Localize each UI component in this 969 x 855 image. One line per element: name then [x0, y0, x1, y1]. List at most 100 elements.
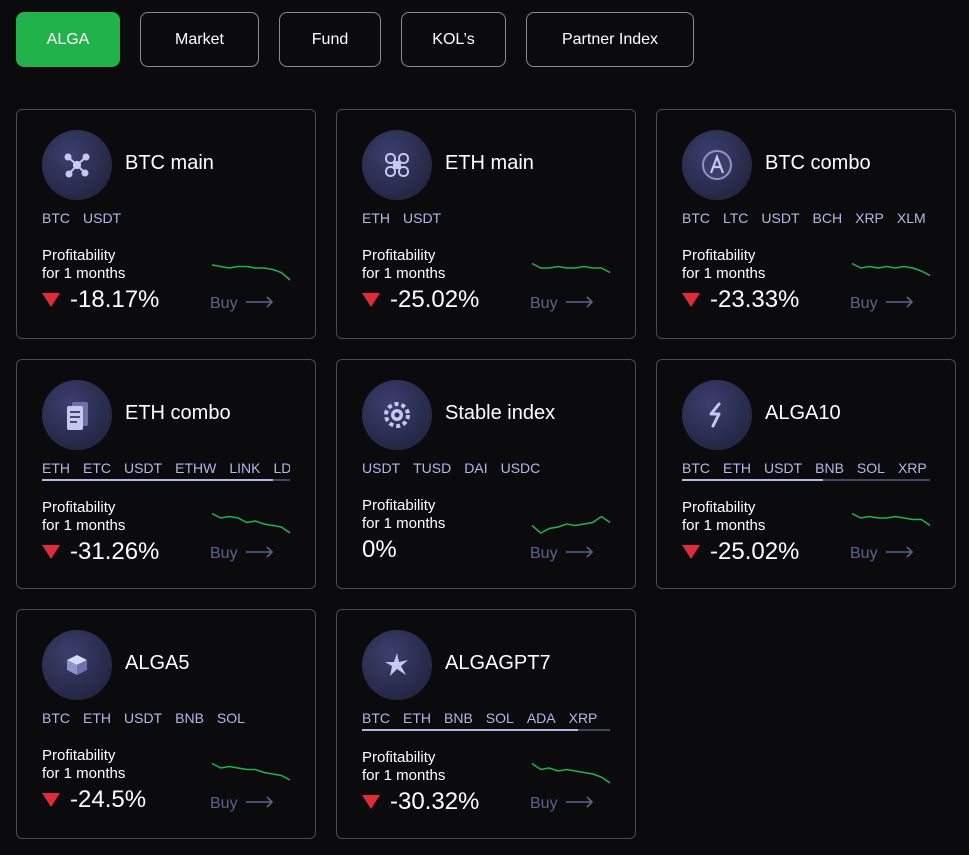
profitability-label-line2: for 1 months — [42, 265, 126, 282]
coin-tag: BTC — [362, 710, 390, 726]
coin-tag: ETC — [83, 460, 111, 476]
coin-tag: XLM — [896, 210, 926, 226]
coin-list: BTC ETH USDT BNB SOL — [42, 710, 290, 728]
scrollbar-thumb[interactable] — [682, 479, 824, 481]
index-card[interactable]: BTC main BTC USDT Profitability for 1 months… — [16, 109, 316, 339]
coin-list: BTCETHBNBSOLADAXRPDOT — [362, 710, 610, 732]
coin-tag: ETH — [83, 710, 111, 726]
card-title: ALGA5 — [125, 652, 190, 674]
sparkline-path — [211, 512, 291, 534]
coin-list: ETH USDT — [362, 210, 610, 228]
buy-button[interactable]: Buy — [210, 795, 274, 813]
coin-tag: BTC — [42, 210, 70, 226]
scrollbar-thumb[interactable] — [42, 479, 273, 481]
arrow-right-icon — [565, 795, 594, 813]
card-title: BTC main — [125, 152, 214, 174]
profit-value: -23.33% — [682, 286, 799, 314]
sparkline — [531, 762, 611, 784]
profitability-label-line1: Profitability — [362, 247, 436, 264]
down-triangle-icon — [42, 793, 60, 807]
coin-tag: USDT — [403, 210, 442, 226]
cube-icon — [42, 630, 112, 700]
coin-tag: SOL — [216, 710, 245, 726]
coin-tag: BNB — [175, 710, 204, 726]
index-card-grid: BTC main BTC USDT Profitability for 1 months… — [16, 109, 956, 839]
coin-tag: LTC — [723, 210, 749, 226]
index-card[interactable]: BTC combo BTC LTC USDT BCH XRP XLM Profitabilit… — [656, 109, 956, 339]
down-triangle-icon — [362, 795, 380, 809]
profit-value: 0% — [362, 536, 397, 564]
index-card[interactable]: ALGAGPT7BTCETHBNBSOLADAXRPDOTProfitabili… — [336, 609, 636, 839]
buy-button[interactable]: Buy — [530, 295, 594, 313]
coin-tag: BTC — [682, 460, 710, 476]
buy-button[interactable]: Buy — [850, 295, 914, 313]
profit-percent: 0% — [362, 536, 397, 563]
profitability-label-line1: Profitability — [362, 749, 436, 766]
sparkline — [851, 262, 931, 277]
buy-button[interactable]: Buy — [530, 795, 594, 813]
sparkline-path — [211, 762, 291, 781]
buy-button[interactable]: Buy — [850, 545, 914, 563]
coin-tag: TUSD — [413, 460, 452, 476]
buy-button[interactable]: Buy — [210, 295, 274, 313]
profitability-label-line1: Profitability — [42, 247, 116, 264]
coin-tag: BNB — [444, 710, 473, 726]
profit-value: -18.17% — [42, 286, 159, 314]
gear-icon — [362, 380, 432, 450]
sparkline — [211, 762, 291, 781]
tab-alga[interactable]: ALGA — [16, 12, 120, 67]
buy-button[interactable]: Buy — [530, 545, 594, 563]
profitability-label-line2: for 1 months — [42, 517, 126, 534]
coin-list: ETH ETC USDT ETHW LINK LDO — [42, 460, 290, 482]
profitability-label: Profitability for 1 months — [42, 247, 125, 283]
arrow-right-icon — [565, 295, 594, 313]
coin-list: BTC USDT — [42, 210, 290, 228]
coin-list-scrollbar[interactable] — [362, 729, 610, 731]
buy-label: Buy — [210, 545, 238, 562]
tab-partner-index[interactable]: Partner Index — [526, 12, 694, 67]
document-stack-icon — [42, 380, 112, 450]
sparkline-path — [851, 262, 931, 277]
profitability-label: Profitability for 1 months — [682, 247, 765, 283]
profitability-label-line2: for 1 months — [362, 515, 446, 532]
sparkline-path — [531, 262, 611, 274]
coin-tag: USDC — [500, 460, 541, 476]
coin-tag: LINK — [229, 460, 261, 476]
tab-fund[interactable]: Fund — [279, 12, 381, 67]
tab-kols[interactable]: KOL’s — [401, 12, 506, 67]
profit-percent: -30.32% — [390, 788, 480, 815]
card-title: ALGA10 — [765, 402, 841, 424]
down-triangle-icon — [682, 293, 700, 307]
card-title: ETH combo — [125, 402, 231, 424]
buy-label: Buy — [210, 795, 238, 812]
index-card[interactable]: ETH combo ETH ETC USDT ETHW LINK LDO Profitabil… — [16, 359, 316, 589]
coin-tag: USDT — [764, 460, 803, 476]
scrollbar-thumb[interactable] — [362, 729, 578, 731]
index-card[interactable]: Stable index USDT TUSD DAI USDC Profitability… — [336, 359, 636, 589]
coin-list: BTC ETH USDT BNB SOL XRP — [682, 460, 930, 482]
index-card[interactable]: ALGA5 BTC ETH USDT BNB SOL Profitability for 1 … — [16, 609, 316, 839]
coin-tag: USDT — [124, 460, 163, 476]
profitability-label-line2: for 1 months — [362, 767, 446, 784]
coin-tag: ETH — [362, 210, 390, 226]
coin-list-scrollbar[interactable] — [42, 479, 290, 481]
profitability-label-line2: for 1 months — [682, 517, 766, 534]
tab-bar: ALGA Market Fund KOL’s Partner Index — [16, 12, 694, 67]
buy-button[interactable]: Buy — [210, 545, 274, 563]
arrow-right-icon — [245, 295, 274, 313]
profit-percent: -25.02% — [710, 538, 800, 565]
coin-tag: BTC — [42, 710, 70, 726]
profit-value: -31.26% — [42, 538, 159, 566]
index-card[interactable]: ETH main ETH USDT Profitability for 1 months… — [336, 109, 636, 339]
profitability-label: Profitability for 1 months — [362, 749, 445, 785]
index-card[interactable]: ALGA10 BTC ETH USDT BNB SOL XRP Profitability fo… — [656, 359, 956, 589]
tab-market[interactable]: Market — [140, 12, 259, 67]
profitability-label-line1: Profitability — [42, 747, 116, 764]
down-triangle-icon — [362, 293, 380, 307]
coin-list-scrollbar[interactable] — [682, 479, 930, 481]
sparkline-path — [531, 515, 611, 534]
profit-value: -25.02% — [362, 286, 479, 314]
profitability-label-line2: for 1 months — [42, 765, 126, 782]
coin-tag: BCH — [812, 210, 843, 226]
profitability-label-line1: Profitability — [42, 499, 116, 516]
